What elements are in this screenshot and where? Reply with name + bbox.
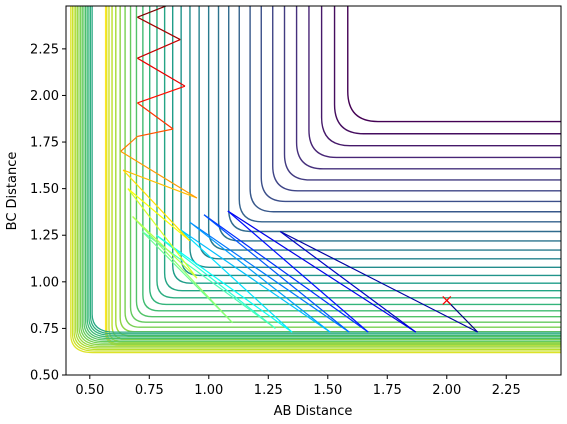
contour-wall-line (71, 6, 561, 352)
x-tick-label: 2.00 (432, 383, 461, 398)
y-axis-ticks: 0.50 0.75 1.00 1.25 1.50 1.75 2.00 2.25 (30, 42, 66, 384)
contour-wall-line (91, 6, 561, 333)
y-tick-label: 2.25 (30, 42, 59, 57)
x-tick-label: 1.50 (313, 383, 342, 398)
trajectory-segment (156, 234, 293, 333)
contour-line (260, 6, 561, 203)
contour-lines (70, 6, 561, 354)
trajectory-segment (227, 210, 369, 333)
trajectory-segment (279, 231, 417, 333)
contour-line (272, 6, 561, 192)
contour-line (171, 6, 561, 284)
trajectory-segment (120, 136, 138, 152)
trajectory-segment (137, 102, 174, 130)
y-tick-label: 0.50 (30, 369, 59, 384)
contour-line (238, 6, 561, 223)
x-axis-label: AB Distance (274, 404, 353, 419)
trajectory-segment (189, 221, 331, 333)
contour-line (228, 6, 561, 233)
trajectory-path (120, 6, 479, 333)
contour-line (347, 6, 561, 123)
contour-line (333, 6, 561, 135)
x-tick-label: 2.25 (492, 383, 521, 398)
trajectory-segment (179, 229, 293, 333)
contour-wall-line (76, 6, 561, 347)
trajectory-segment (137, 85, 186, 104)
contour-line (308, 6, 561, 159)
trajectory-segment (203, 214, 350, 333)
trajectory-segment (137, 16, 181, 41)
trajectory-segment (446, 300, 479, 333)
trajectory-segment (189, 221, 350, 333)
y-tick-label: 1.75 (30, 136, 59, 151)
contour-wall-line (89, 6, 561, 335)
start-marker-stroke (442, 296, 452, 305)
contour-line (320, 6, 561, 147)
trajectory-segment (120, 150, 198, 199)
x-tick-label: 0.50 (75, 383, 104, 398)
contour-wall-line (75, 6, 561, 349)
y-tick-label: 1.50 (30, 182, 59, 197)
contour-wall-line (86, 6, 561, 338)
contour-line (135, 6, 561, 318)
trajectory-segment (122, 169, 191, 242)
trajectory-segment (227, 210, 417, 333)
contour-line (198, 6, 561, 260)
x-tick-label: 1.00 (194, 383, 223, 398)
trajectory-segment (132, 216, 234, 324)
contour-line (163, 6, 561, 292)
contour-line (149, 6, 561, 306)
x-axis-ticks: 0.50 0.75 1.00 1.25 1.50 1.75 2.00 2.25 (75, 375, 521, 398)
y-tick-label: 1.00 (30, 275, 59, 290)
trajectory-segment (132, 216, 198, 279)
contour-wall-line (70, 6, 561, 354)
trajectory-segment (137, 128, 174, 138)
y-tick-label: 0.75 (30, 322, 59, 337)
contour-wall-line (80, 6, 561, 344)
contour-wall-line (84, 6, 561, 340)
x-tick-label: 1.75 (373, 383, 402, 398)
y-tick-label: 2.00 (30, 89, 59, 104)
trajectory-segment (137, 6, 168, 18)
contour-wall-line (83, 6, 561, 341)
trajectory-segment (127, 188, 198, 279)
trajectory-segment (203, 214, 369, 333)
contour-line (295, 6, 561, 170)
trajectory-segment (127, 188, 191, 242)
contour-line (142, 6, 561, 312)
x-tick-label: 0.75 (135, 383, 164, 398)
y-axis-label: BC Distance (5, 152, 20, 231)
y-tick-label: 1.25 (30, 229, 59, 244)
contour-line (156, 6, 561, 299)
trajectory-segment (279, 230, 478, 333)
start-point-marker (442, 296, 452, 305)
contour-wall-line (88, 6, 561, 336)
contour-wall-line (73, 6, 561, 351)
plot-frame (65, 5, 562, 376)
contour-line (283, 6, 561, 181)
trajectory-segment (137, 57, 186, 87)
trajectory-segment (122, 169, 198, 199)
trajectory-segment (137, 38, 181, 59)
contour-wall-line (78, 6, 561, 346)
contour-line (124, 6, 561, 328)
trajectory-segment (179, 229, 331, 333)
contour-line (129, 6, 561, 323)
x-tick-label: 1.25 (254, 383, 283, 398)
contour-wall-line (81, 6, 561, 343)
contour-line (249, 6, 561, 213)
